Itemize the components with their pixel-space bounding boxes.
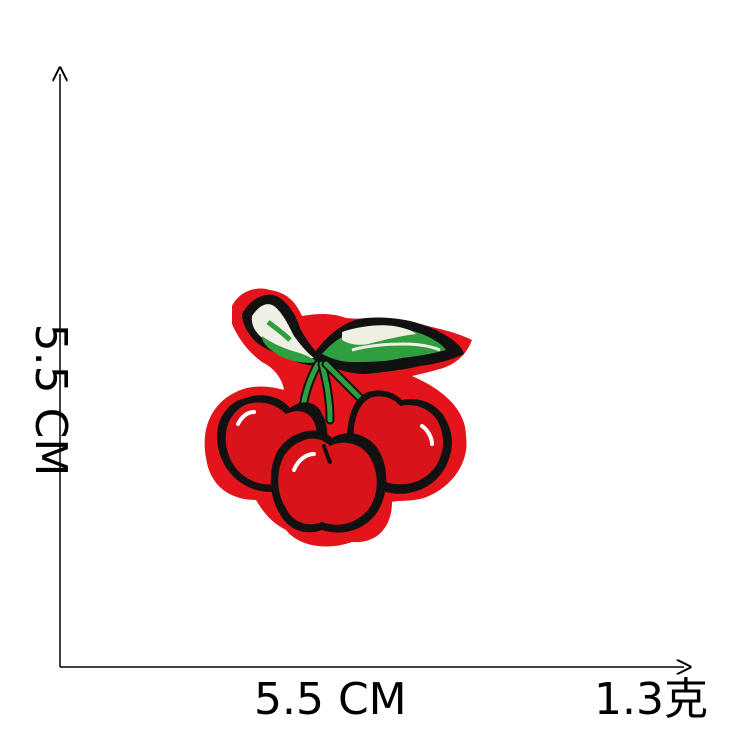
leaves bbox=[242, 294, 464, 374]
weight-label: 1.3克 bbox=[594, 674, 708, 725]
cherry-front bbox=[270, 430, 387, 533]
height-dimension-label: 5.5 CM bbox=[25, 323, 76, 477]
cherry-patch bbox=[204, 288, 472, 547]
width-dimension-label: 5.5 CM bbox=[254, 674, 407, 725]
